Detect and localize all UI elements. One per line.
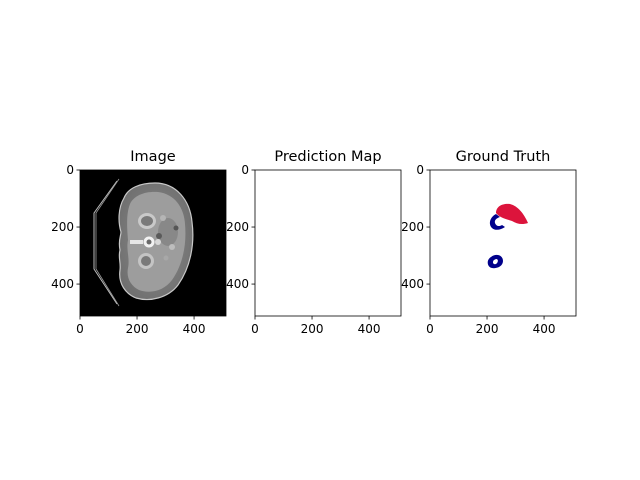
- panel-ground-truth: Ground Truth 0 200 400 0 200 400: [401, 149, 577, 336]
- panel-title-prediction-map: Prediction Map: [274, 149, 381, 165]
- x-tick-label: 0: [426, 322, 434, 336]
- y-tick-label: 0: [416, 163, 424, 177]
- axes-frame: [429, 169, 577, 317]
- panel-prediction-map: Prediction Map 0 200 400 0 200 400: [226, 149, 402, 336]
- ct-image: [80, 170, 226, 316]
- y-tick-label: 200: [51, 220, 74, 234]
- y-tick-label: 400: [401, 277, 424, 291]
- mask-region-red: [496, 203, 528, 225]
- x-tick-label: 400: [183, 322, 206, 336]
- x-tick-label: 200: [476, 322, 499, 336]
- y-tick-label: 0: [241, 163, 249, 177]
- x-tick-label: 400: [533, 322, 556, 336]
- tick-group: 0 200 400 0 200 400: [51, 163, 205, 336]
- panel-title-image: Image: [130, 149, 175, 165]
- y-tick-label: 200: [226, 220, 249, 234]
- y-tick-label: 200: [401, 220, 424, 234]
- mask-region-blue-upper: [489, 214, 505, 230]
- x-tick-label: 400: [358, 322, 381, 336]
- tick-group: 0 200 400 0 200 400: [401, 163, 555, 336]
- x-tick-label: 200: [126, 322, 149, 336]
- panel-image: Image 0 200 400: [51, 149, 227, 336]
- y-tick-label: 0: [66, 163, 74, 177]
- x-tick-label: 200: [301, 322, 324, 336]
- x-tick-label: 0: [76, 322, 84, 336]
- axes-frame: [79, 169, 227, 317]
- panel-title-ground-truth: Ground Truth: [456, 149, 551, 165]
- axes-frame: [254, 169, 402, 317]
- x-tick-label: 0: [251, 322, 259, 336]
- y-tick-label: 400: [226, 277, 249, 291]
- mask-region-blue-lower: [487, 254, 503, 269]
- y-tick-label: 400: [51, 277, 74, 291]
- tick-group: 0 200 400 0 200 400: [226, 163, 380, 336]
